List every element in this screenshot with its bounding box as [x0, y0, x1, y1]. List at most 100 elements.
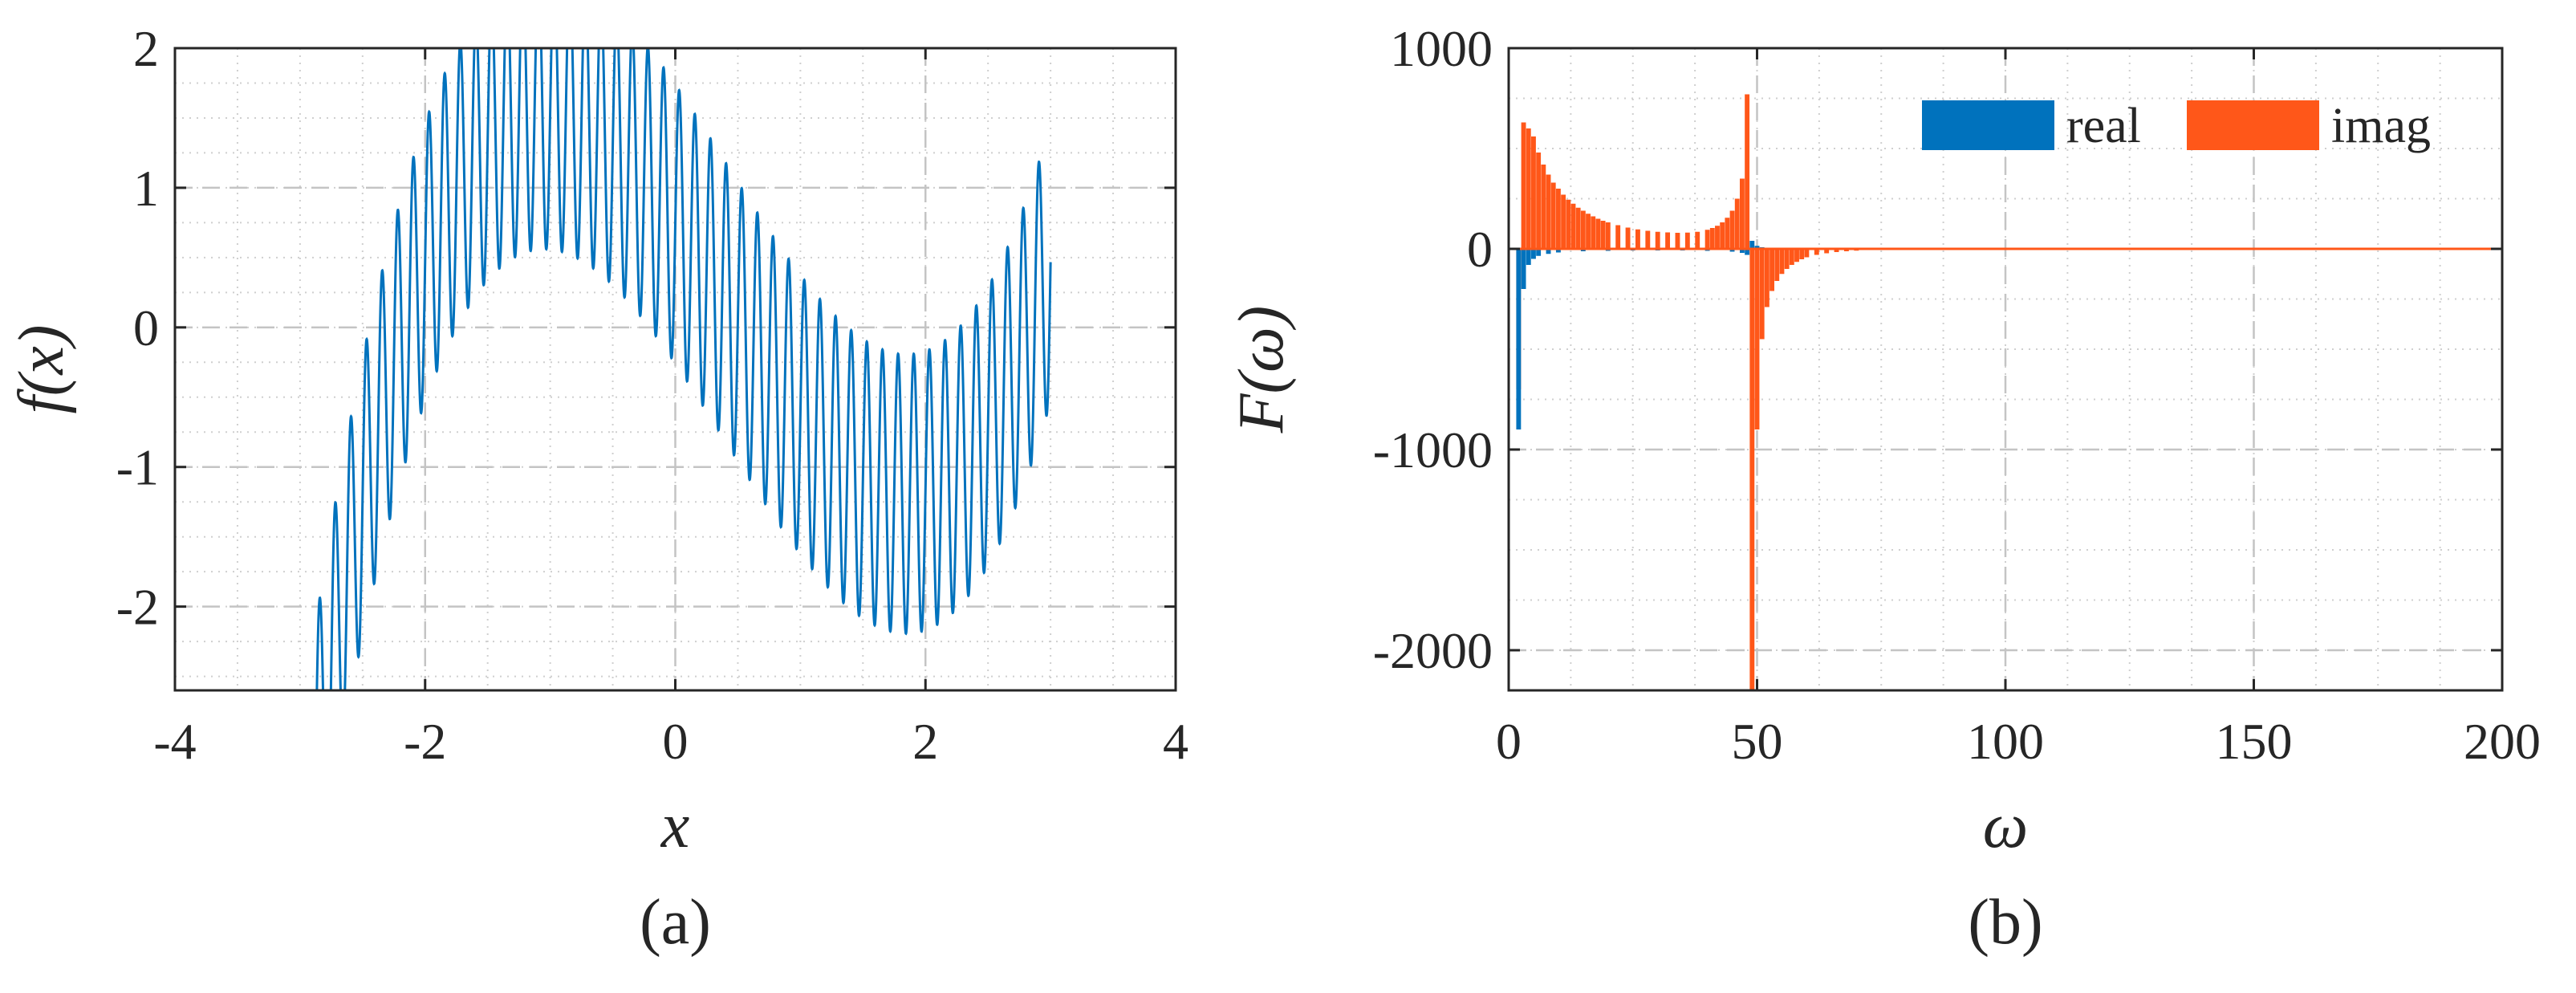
bar-imag: [1745, 94, 1750, 249]
bar-imag: [1665, 232, 1671, 249]
y-tick-label: -2000: [1373, 622, 1493, 679]
legend-swatch-imag: [2187, 100, 2319, 150]
x-tick-label: 4: [1163, 713, 1188, 770]
bar-imag: [1591, 216, 1596, 249]
bar-imag: [1824, 249, 1830, 254]
bar-real: [1516, 249, 1522, 429]
bar-real: [1531, 249, 1536, 259]
y-tick-label: 1: [133, 160, 159, 217]
bar-imag: [1600, 221, 1606, 249]
bar-imag: [1764, 249, 1769, 307]
bar-imag: [1546, 174, 1551, 249]
bar-imag: [1561, 194, 1566, 249]
x-axis-label: ω: [1983, 791, 2028, 861]
bar-imag: [1570, 203, 1576, 249]
bar-imag: [1575, 207, 1581, 249]
bar-real: [1521, 249, 1526, 289]
bar-real: [1739, 249, 1745, 253]
grid: [173, 47, 1177, 690]
bar-imag: [1655, 231, 1660, 249]
x-tick-label: 150: [2216, 713, 2293, 770]
legend-swatch-real: [1922, 100, 2054, 150]
bar-imag: [1715, 226, 1720, 249]
panel-caption: (b): [1968, 887, 2042, 958]
bar-imag: [1586, 214, 1591, 249]
x-axis-label: x: [660, 791, 690, 861]
bar-imag: [1615, 225, 1621, 249]
bar-imag: [1695, 231, 1700, 249]
y-axis-label: f(x): [6, 324, 77, 413]
bar-imag: [1709, 228, 1715, 249]
bar-imag: [1605, 222, 1611, 249]
plot-area: [315, 48, 1052, 690]
bar-imag: [1635, 229, 1640, 249]
legend-label-real: real: [2066, 99, 2141, 153]
bar-imag: [1536, 153, 1542, 249]
bar-imag: [1684, 232, 1690, 249]
chart-panel-b: 0 50 100 150 200 1000 0 -1000 -2000 ω F(ω) (b) real i…: [1226, 20, 2541, 958]
y-tick-label: -1000: [1373, 421, 1493, 478]
plot-area: [1509, 94, 2502, 690]
bar-real: [1555, 249, 1561, 253]
bar-imag: [1774, 249, 1780, 281]
bar-imag: [1799, 249, 1805, 259]
y-tick-label: -1: [116, 439, 159, 496]
bar-imag: [1834, 249, 1839, 252]
bar-imag: [1725, 218, 1730, 249]
x-tick-label: 50: [1732, 713, 1783, 770]
bar-imag: [1566, 199, 1571, 249]
bar-imag: [1704, 230, 1710, 249]
bar-imag: [1814, 249, 1819, 255]
bar-real: [1536, 249, 1542, 256]
x-tick-label: 0: [1496, 713, 1522, 770]
bar-imag: [1625, 227, 1631, 249]
bar-imag: [1521, 122, 1526, 249]
bar-imag: [1789, 249, 1794, 265]
bar-imag: [1739, 178, 1745, 249]
y-tick-label: -2: [116, 579, 159, 636]
series-line: [315, 48, 1052, 690]
bar-real: [1729, 249, 1735, 252]
bar-imag: [1794, 249, 1799, 262]
bar-imag: [1784, 249, 1790, 269]
bar-imag: [1754, 249, 1760, 429]
x-tick-label: 0: [663, 713, 689, 770]
bar-real: [1546, 249, 1551, 254]
chart-panel-a: -4 -2 0 2 4 2 1 0 -1 -2 x f(x) (a): [6, 20, 1188, 958]
bar-imag: [1550, 182, 1556, 249]
bar-imag: [1759, 249, 1765, 340]
x-tick-label: 100: [1967, 713, 2044, 770]
x-tick-label: -2: [404, 713, 446, 770]
bar-imag: [1531, 136, 1536, 249]
bar-real: [1745, 249, 1750, 255]
legend: real imag: [1922, 99, 2431, 153]
bar-imag: [1769, 249, 1775, 291]
legend-label-imag: imag: [2331, 99, 2431, 153]
bar-imag: [1749, 249, 1755, 690]
y-tick-label: 0: [1467, 221, 1493, 278]
y-tick-label: 0: [133, 299, 159, 356]
bar-imag: [1580, 210, 1586, 249]
bar-imag: [1541, 165, 1546, 249]
bar-imag: [1729, 210, 1735, 249]
bar-imag: [1675, 233, 1680, 249]
panel-caption: (a): [640, 887, 711, 958]
bar-imag: [1804, 249, 1810, 258]
y-axis-label: F(ω): [1226, 306, 1297, 434]
bar-imag: [1779, 249, 1785, 275]
y-tick-label: 2: [133, 20, 159, 77]
bar-imag: [1595, 218, 1601, 249]
x-tick-label: 200: [2464, 713, 2541, 770]
bar-real: [1754, 246, 1760, 249]
bar-imag: [1645, 230, 1651, 249]
bar-imag: [1555, 189, 1561, 249]
y-tick-label: 1000: [1390, 20, 1493, 77]
bar-imag: [1526, 128, 1531, 249]
bar-real: [1749, 241, 1755, 249]
x-tick-label: 2: [912, 713, 938, 770]
bar-real: [1526, 249, 1531, 265]
bar-imag: [1720, 222, 1725, 249]
bar-imag: [1734, 198, 1740, 249]
x-tick-label: -4: [153, 713, 196, 770]
